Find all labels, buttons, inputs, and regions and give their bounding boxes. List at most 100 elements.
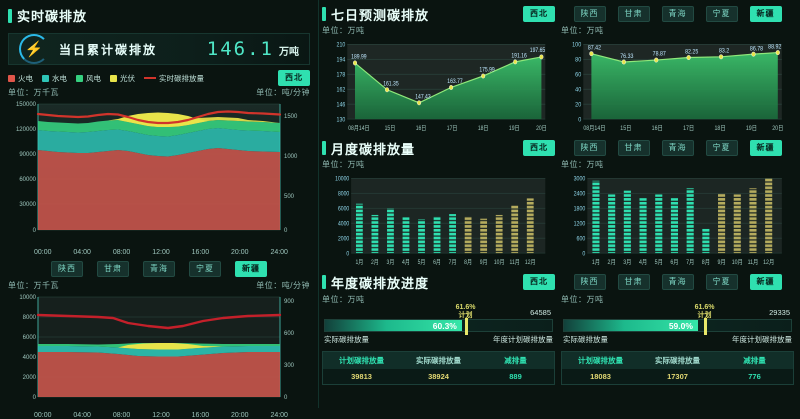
- progress-card-xinjiang: 陕西 甘肃 青海 宁夏 新疆 单位：万吨 61.6% 计划 29335 59.: [561, 274, 794, 404]
- svg-text:130: 130: [337, 117, 346, 124]
- tab-xinjiang[interactable]: 新疆: [749, 274, 782, 290]
- legend-item-wind[interactable]: 风电: [76, 73, 101, 84]
- tab-xinjiang[interactable]: 新疆: [749, 140, 782, 156]
- bars: [592, 178, 773, 254]
- title-accent-bar: [322, 275, 326, 289]
- realtime-bottom-xaxis: 00:00 04:00 08:00 12:00 16:00 20:00 24:00: [34, 411, 288, 419]
- th-reduction: 减排量: [716, 352, 793, 369]
- svg-text:8月: 8月: [464, 258, 472, 266]
- tab-shaanxi[interactable]: 陕西: [573, 274, 606, 290]
- table-row: 18083 17307 776: [562, 369, 793, 384]
- legend-item-hydro[interactable]: 水电: [42, 73, 67, 84]
- realtime-emission-panel: 实时碳排放 ⚡ 当日累计碳排放 146.1 万吨 火电 水电 风电 光伏 实时碳…: [0, 0, 318, 419]
- svg-text:1月: 1月: [355, 258, 363, 266]
- forecast-title: 七日预测碳排放: [331, 7, 430, 23]
- progress-track[interactable]: 59.0%: [563, 318, 792, 335]
- tab-shaanxi[interactable]: 陕西: [573, 6, 606, 22]
- th-actual: 实际碳排放量: [639, 352, 716, 369]
- svg-text:163.77: 163.77: [447, 78, 462, 85]
- svg-text:146: 146: [337, 102, 346, 109]
- svg-text:19日: 19日: [509, 124, 520, 132]
- forecast-line-chart-northwest: 189.99 161.35 147.43 163.77 175.99 191.16 1…: [322, 37, 555, 136]
- svg-text:60000: 60000: [19, 177, 36, 183]
- svg-text:4000: 4000: [338, 221, 349, 228]
- realtime-top-xaxis: 00:00 04:00 08:00 12:00 16:00 20:00 24:00: [34, 249, 288, 256]
- progress-title: 年度碳排放进度: [331, 275, 430, 291]
- svg-text:100: 100: [572, 42, 582, 49]
- progress-track[interactable]: 60.3%: [324, 318, 553, 335]
- tab-qinghai[interactable]: 青海: [661, 274, 694, 290]
- progress-bar-labels: 实际碳排放量 年度计划碳排放量: [324, 334, 553, 345]
- forecast-unit: 单位：万吨: [322, 26, 365, 35]
- svg-text:60: 60: [575, 72, 582, 79]
- tab-gansu[interactable]: 甘肃: [617, 140, 650, 156]
- column-divider: [318, 0, 319, 408]
- svg-text:9月: 9月: [717, 259, 725, 267]
- region-badge-northwest[interactable]: 西北: [523, 6, 555, 22]
- tab-shaanxi[interactable]: 陕西: [573, 140, 606, 156]
- tab-xinjiang[interactable]: 新疆: [235, 261, 267, 277]
- tab-gansu[interactable]: 甘肃: [617, 274, 650, 290]
- svg-text:6月: 6月: [670, 259, 678, 267]
- tab-ningxia[interactable]: 宁夏: [705, 140, 738, 156]
- svg-text:194: 194: [337, 57, 346, 64]
- region-badge-northwest[interactable]: 西北: [523, 140, 555, 156]
- svg-text:15日: 15日: [385, 124, 396, 132]
- plan-marker: [464, 318, 468, 335]
- svg-text:1800: 1800: [574, 206, 586, 213]
- page-title: 实时碳排放: [8, 6, 310, 25]
- legend-item-realtime-line[interactable]: 实时碳排放量: [144, 73, 204, 84]
- svg-text:11月: 11月: [748, 259, 759, 267]
- svg-text:900: 900: [284, 299, 295, 305]
- td-plan: 18083: [562, 369, 639, 384]
- tab-gansu[interactable]: 甘肃: [617, 6, 650, 22]
- progress-bar-wrapper: 61.6% 计划 64585 60.3% 实际碳排放量 年度计划碳排放量: [322, 304, 555, 345]
- tab-qinghai[interactable]: 青海: [661, 6, 694, 22]
- svg-text:08月14日: 08月14日: [348, 124, 369, 132]
- monthly-title: 月度碳排放量: [331, 141, 416, 157]
- forecast-row: 七日预测碳排放 西北 单位：万吨: [322, 6, 794, 136]
- svg-text:86.78: 86.78: [750, 46, 763, 53]
- tab-xinjiang[interactable]: 新疆: [749, 6, 782, 22]
- svg-text:1500: 1500: [284, 114, 298, 120]
- tab-ningxia[interactable]: 宁夏: [189, 261, 221, 277]
- legend-item-solar[interactable]: 光伏: [110, 73, 135, 84]
- bars: [355, 198, 534, 254]
- tab-ningxia[interactable]: 宁夏: [705, 274, 738, 290]
- legend-item-thermal[interactable]: 火电: [8, 73, 33, 84]
- td-reduction: 776: [716, 369, 793, 384]
- table-header-row: 计划碳排放量 实际碳排放量 减排量: [562, 352, 793, 369]
- title-accent-bar: [322, 7, 326, 21]
- unit-left-top: 单位：万千瓦: [8, 88, 59, 97]
- kpi-label: 当日累计碳排放: [59, 42, 158, 57]
- tab-shaanxi[interactable]: 陕西: [51, 261, 83, 277]
- monthly-card-northwest: 月度碳排放量 西北 单位：万吨: [322, 140, 555, 270]
- forecast-unit-right: 单位：万吨: [561, 26, 604, 35]
- forecast-line-chart-xinjiang: 87.42 76.33 78.87 82.25 83.2 86.78 88.92 10…: [561, 37, 794, 136]
- region-tabs-forecast: 陕西 甘肃 青海 宁夏 新疆: [561, 6, 794, 22]
- tab-gansu[interactable]: 甘肃: [97, 261, 129, 277]
- tab-qinghai[interactable]: 青海: [661, 140, 694, 156]
- progress-fill: 59.0%: [564, 320, 698, 331]
- svg-text:90000: 90000: [19, 152, 36, 158]
- svg-text:88.92: 88.92: [768, 44, 781, 51]
- kpi-value: 146.1: [206, 38, 274, 60]
- svg-text:40: 40: [575, 87, 582, 94]
- svg-text:80: 80: [575, 57, 582, 64]
- svg-text:120000: 120000: [16, 127, 37, 133]
- progress-row: 年度碳排放进度 西北 单位：万吨 61.6% 计划 64585 60.3%: [322, 274, 794, 404]
- svg-text:19日: 19日: [746, 125, 757, 133]
- svg-text:4月: 4月: [639, 259, 647, 267]
- th-plan: 计划碳排放量: [562, 352, 639, 369]
- forecast-header: 七日预测碳排放 西北: [322, 6, 555, 23]
- progress-bar-wrapper-right: 61.6% 计划 29335 59.0% 实际碳排放量 年度计划碳排放量: [561, 304, 794, 345]
- tab-qinghai[interactable]: 青海: [143, 261, 175, 277]
- right-column: 七日预测碳排放 西北 单位：万吨: [318, 0, 800, 408]
- svg-text:12月: 12月: [525, 258, 536, 266]
- svg-text:20日: 20日: [536, 124, 547, 132]
- svg-text:6月: 6月: [433, 258, 441, 266]
- region-badge-northwest[interactable]: 西北: [278, 70, 310, 86]
- region-badge-northwest[interactable]: 西北: [523, 274, 555, 290]
- annual-plan-total: 29335: [769, 308, 790, 317]
- tab-ningxia[interactable]: 宁夏: [705, 6, 738, 22]
